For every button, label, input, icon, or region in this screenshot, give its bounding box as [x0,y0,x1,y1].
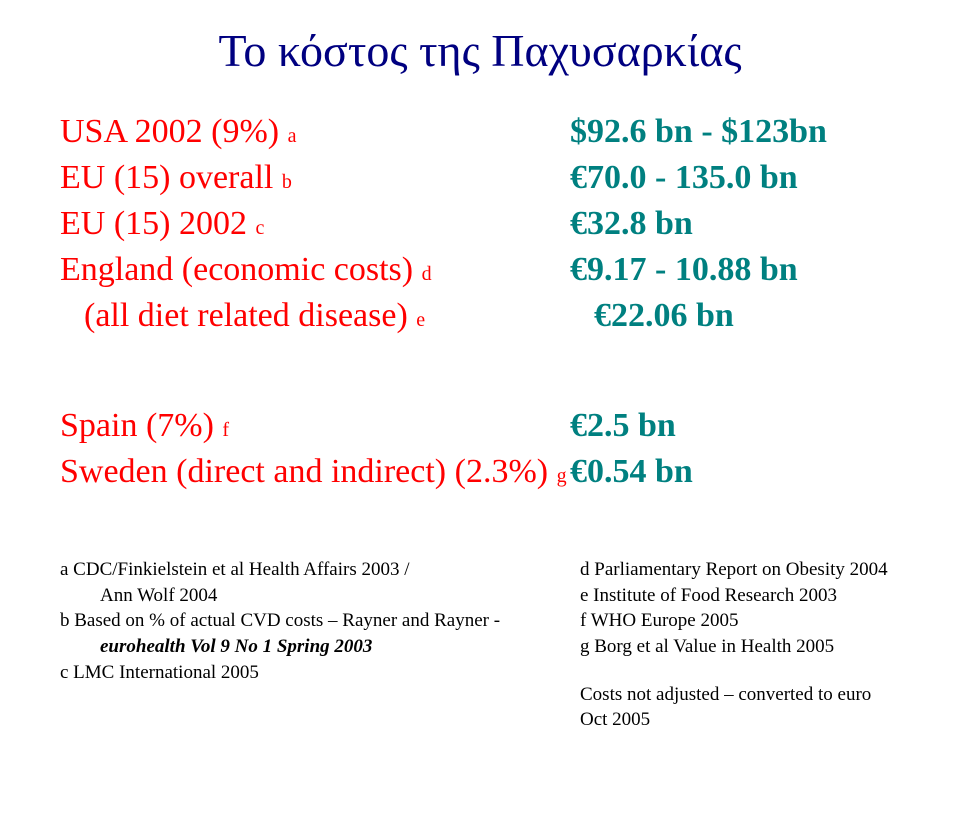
block2-row: Spain (7%) f€2.5 bn [60,407,900,445]
block1-row: USA 2002 (9%) a$92.6 bn - $123bn [60,113,900,151]
footnote-line: d Parliamentary Report on Obesity 2004 [580,557,900,583]
footnotes: a CDC/Finkielstein et al Health Affairs … [60,557,900,733]
row-sub: b [282,171,292,193]
row-sub: f [222,419,229,441]
row-sub: d [422,263,432,285]
block1-row: England (economic costs) d€9.17 - 10.88 … [60,251,900,289]
footnotes-right-column: d Parliamentary Report on Obesity 2004e … [580,557,900,733]
block1-row: EU (15) 2002 c€32.8 bn [60,205,900,243]
row-value: €2.5 bn [570,407,676,445]
footnote-line: e Institute of Food Research 2003 [580,583,900,609]
footnote-line: eurohealth Vol 9 No 1 Spring 2003 [60,634,570,660]
row-label: Spain (7%) f [60,407,570,445]
footnote-extra: Costs not adjusted – converted to euro O… [580,682,900,733]
footnote-line: Ann Wolf 2004 [60,583,570,609]
cost-rows-block-1: USA 2002 (9%) a$92.6 bn - $123bnEU (15) … [60,113,900,335]
cost-rows-block-2: Spain (7%) f€2.5 bnSweden (direct and in… [60,407,900,491]
slide-title: Το κόστος της Παχυσαρκίας [60,24,900,77]
row-label: EU (15) overall b [60,159,570,197]
row-value: €0.54 bn [570,453,693,491]
row-sub: e [416,309,425,331]
row-label: USA 2002 (9%) a [60,113,570,151]
row-label: Sweden (direct and indirect) (2.3%) g [60,453,570,491]
block1-row: (all diet related disease) e€22.06 bn [60,297,900,335]
row-value: $92.6 bn - $123bn [570,113,827,151]
row-sub: c [255,217,264,239]
row-label: England (economic costs) d [60,251,570,289]
block2-row: Sweden (direct and indirect) (2.3%) g€0.… [60,453,900,491]
footnote-line: c LMC International 2005 [60,660,570,686]
block1-row: EU (15) overall b€70.0 - 135.0 bn [60,159,900,197]
footnote-line: g Borg et al Value in Health 2005 [580,634,900,660]
row-sub: g [557,465,567,487]
row-value: €22.06 bn [594,297,734,335]
row-label: (all diet related disease) e [60,297,594,335]
footnote-line: b Based on % of actual CVD costs – Rayne… [60,608,570,634]
row-value: €9.17 - 10.88 bn [570,251,798,289]
row-label: EU (15) 2002 c [60,205,570,243]
row-value: €32.8 bn [570,205,693,243]
row-sub: a [288,125,297,147]
slide: Το κόστος της Παχυσαρκίας USA 2002 (9%) … [0,0,960,835]
footnotes-left-column: a CDC/Finkielstein et al Health Affairs … [60,557,580,733]
footnote-line: f WHO Europe 2005 [580,608,900,634]
footnote-line: a CDC/Finkielstein et al Health Affairs … [60,557,570,583]
row-value: €70.0 - 135.0 bn [570,159,798,197]
